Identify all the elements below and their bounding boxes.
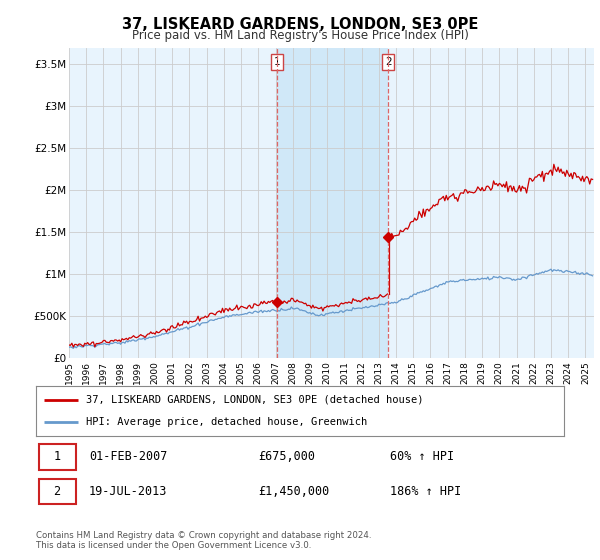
Text: Price paid vs. HM Land Registry's House Price Index (HPI): Price paid vs. HM Land Registry's House … [131,29,469,42]
Text: 186% ↑ HPI: 186% ↑ HPI [390,484,461,498]
Text: 01-FEB-2007: 01-FEB-2007 [89,450,167,464]
Text: 2: 2 [53,484,61,498]
Text: 1: 1 [53,450,61,464]
Text: £675,000: £675,000 [258,450,315,464]
FancyBboxPatch shape [38,479,76,503]
FancyBboxPatch shape [38,445,76,469]
Text: 37, LISKEARD GARDENS, LONDON, SE3 0PE (detached house): 37, LISKEARD GARDENS, LONDON, SE3 0PE (d… [86,395,424,405]
Text: HPI: Average price, detached house, Greenwich: HPI: Average price, detached house, Gree… [86,417,367,427]
Text: 19-JUL-2013: 19-JUL-2013 [89,484,167,498]
Text: 2: 2 [385,57,391,67]
Text: £1,450,000: £1,450,000 [258,484,329,498]
Text: 60% ↑ HPI: 60% ↑ HPI [390,450,454,464]
Bar [277,48,388,358]
Text: 37, LISKEARD GARDENS, LONDON, SE3 0PE: 37, LISKEARD GARDENS, LONDON, SE3 0PE [122,17,478,31]
Text: 1: 1 [274,57,280,67]
Text: Contains HM Land Registry data © Crown copyright and database right 2024.
This d: Contains HM Land Registry data © Crown c… [36,530,371,550]
